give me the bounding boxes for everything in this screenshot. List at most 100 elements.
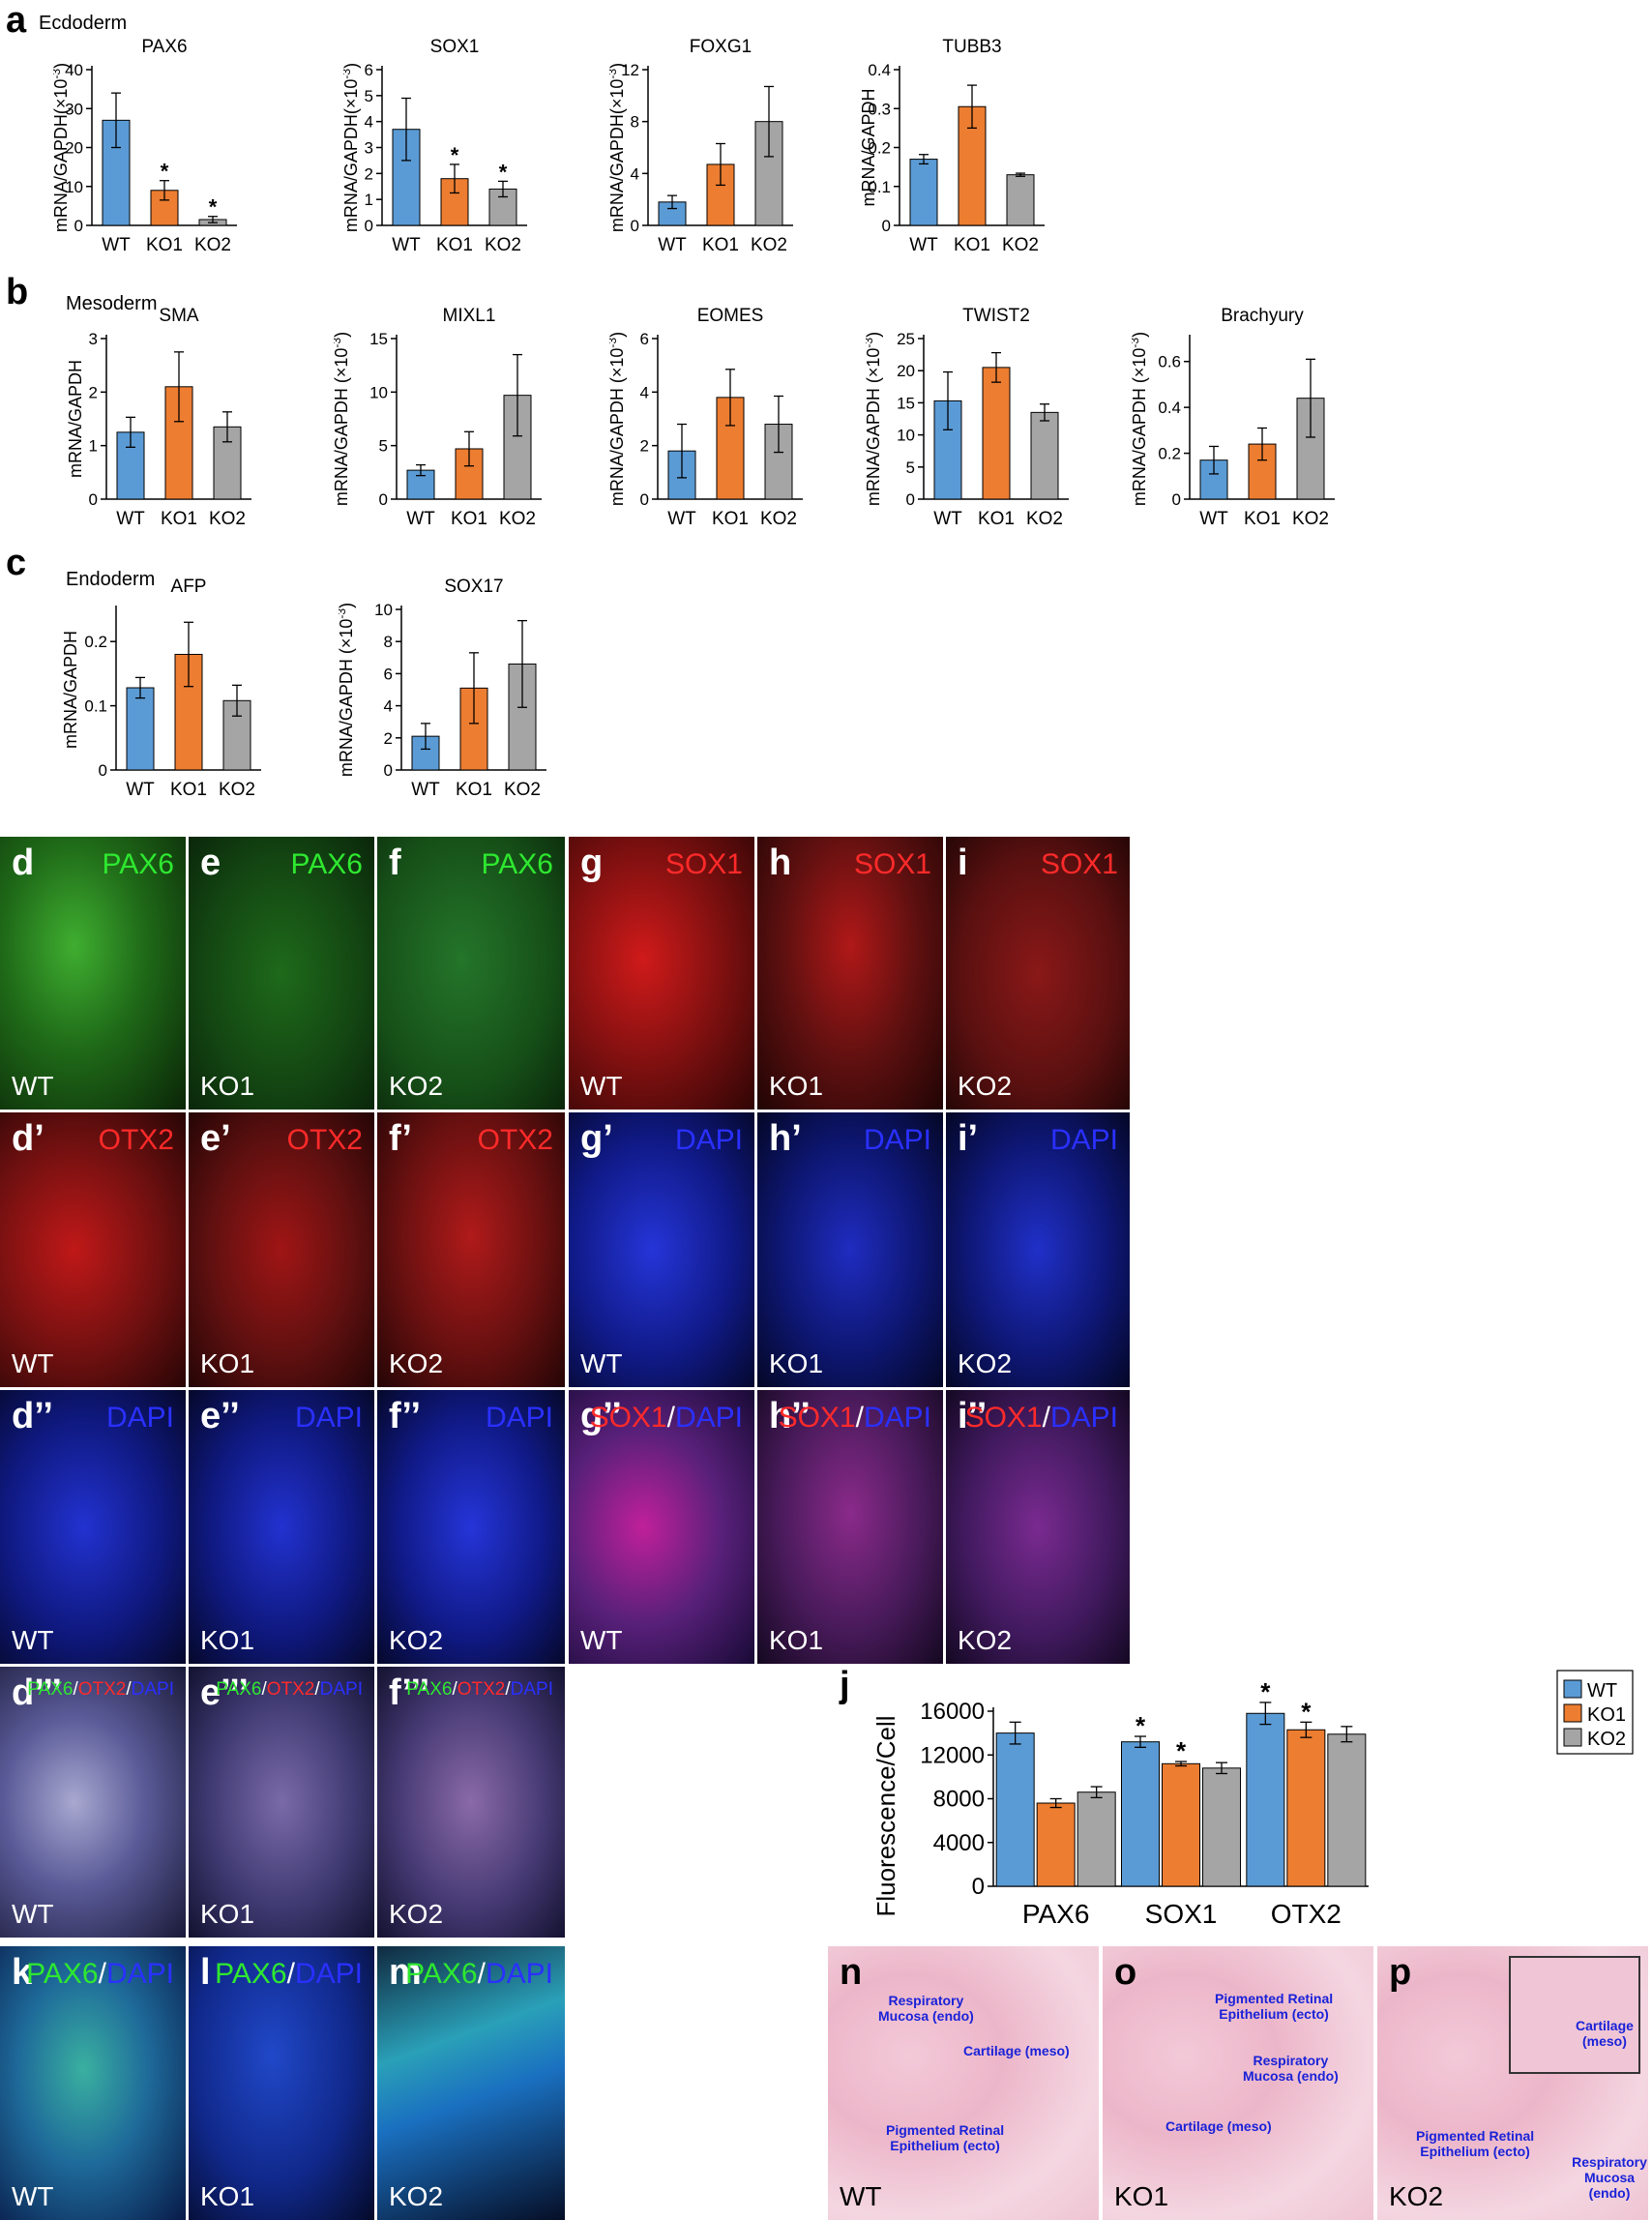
x-tick-label: WT: [658, 235, 687, 255]
panel-tag: g: [580, 843, 604, 883]
condition-label: WT: [12, 1899, 54, 1929]
panel-tag: d’’: [12, 1396, 53, 1436]
condition-label: KO2: [389, 2181, 444, 2211]
y-tick-label: 8: [631, 113, 639, 132]
panel-tag: i’’: [958, 1396, 988, 1436]
y-tick-label: 2: [640, 437, 649, 456]
panel-tag: e’: [200, 1118, 231, 1159]
y-tick-label: 0: [882, 217, 891, 235]
significance-mark: *: [499, 160, 508, 184]
tissue-annotation: Respiratory Mucosa (endo): [878, 1993, 974, 2025]
y-tick-label: 10: [65, 178, 83, 196]
y-tick-label: 0: [99, 761, 107, 780]
micrograph-panel-d2: d’’ DAPI WT: [0, 1390, 186, 1664]
stain-label: PAX6/OTX2/DAPI: [27, 1679, 174, 1700]
y-tick-label: 1: [89, 437, 98, 456]
micrograph-panel-k: k PAX6/DAPI WT: [0, 1946, 186, 2220]
chart-sox17: SOX17 mRNA/GAPDH (×10-3) 0 2 4 6 8 10 WT KO1 KO2: [339, 578, 546, 800]
panel-label-c: c: [6, 543, 27, 583]
y-tick-label: 4000: [933, 1830, 985, 1856]
y-tick-label: 0: [379, 490, 388, 509]
tissue-annotation: Pigmented Retinal Epithelium (ecto): [1416, 2128, 1535, 2160]
tissue-annotation: Pigmented Retinal Epithelium (ecto): [1215, 1991, 1334, 2023]
y-tick-label: 2: [384, 729, 393, 748]
chart-mixl1: MIXL1 mRNA/GAPDH (×10-3) 0 5 10 15 WT KO1 KO2: [334, 308, 542, 529]
bar: [1202, 1767, 1241, 1887]
y-tick-label: 4: [384, 697, 393, 716]
germ-layer-label-endoderm: Endoderm: [66, 569, 156, 590]
chart-title: TWIST2: [962, 308, 1030, 326]
panel-tag: f’’: [389, 1396, 422, 1436]
significance-mark: *: [1136, 1711, 1146, 1740]
micrograph-panel-g1: g’ DAPI WT: [569, 1112, 754, 1387]
bar: [126, 687, 155, 771]
micrograph-panel-m: m PAX6/DAPI KO2: [377, 1946, 565, 2220]
y-tick-label: 4: [365, 113, 373, 132]
condition-label: WT: [580, 1348, 623, 1378]
micrograph-panel-i: i SOX1 KO2: [946, 837, 1130, 1110]
condition-label: KO2: [958, 1625, 1013, 1655]
chart-title: SMA: [159, 308, 199, 326]
y-tick-label: 16000: [920, 1699, 985, 1725]
bar: [1077, 1791, 1116, 1887]
condition-label: KO2: [389, 1625, 444, 1655]
y-axis-label: mRNA/GAPDH: [68, 360, 85, 478]
significance-mark: *: [1301, 1697, 1312, 1726]
micrograph-panel-h2: h’’ SOX1/DAPI KO1: [757, 1390, 943, 1664]
bar: [1327, 1733, 1367, 1887]
chart-sox1: SOX1 mRNA/GAPDH(×10-3)0 1 2 3 4 5 6 WT * KO1 * KO2: [343, 39, 527, 255]
micrograph-panel-h1: h’ DAPI KO1: [757, 1112, 943, 1387]
x-tick-label: KO2: [504, 780, 541, 800]
condition-label: KO1: [200, 2181, 255, 2211]
y-tick-label: 15: [369, 330, 388, 348]
y-tick-label: 0.2: [1158, 445, 1181, 463]
chart-twist2: TWIST2 mRNA/GAPDH (×10-3) 0 5 10 15 20 25 WT KO1 K…: [866, 308, 1069, 529]
micrograph-panel-e2: e’’ DAPI KO1: [189, 1390, 374, 1664]
bar: [1246, 1712, 1285, 1887]
x-tick-label: KO1: [146, 235, 183, 255]
panel-tag: l: [200, 1952, 211, 1993]
y-tick-label: 15: [897, 394, 915, 412]
bar: [1121, 1741, 1160, 1887]
micrograph-panel-h: h SOX1 KO1: [757, 837, 943, 1110]
y-tick-label: 0: [89, 490, 98, 509]
significance-mark: *: [209, 195, 218, 220]
y-tick-label: 2: [365, 164, 373, 183]
legend-label: KO2: [1587, 1729, 1626, 1750]
y-axis-label: mRNA/GAPDH: [861, 88, 878, 206]
panel-tag: h’’: [769, 1396, 811, 1436]
panel-tag: h’: [769, 1118, 802, 1159]
y-tick-label: 12: [621, 61, 639, 79]
condition-label: KO1: [200, 1348, 255, 1378]
stain-label: SOX1: [1040, 848, 1118, 880]
inset-box: [1509, 1956, 1640, 2074]
condition-label: KO1: [769, 1625, 824, 1655]
y-tick-label: 1: [365, 191, 373, 209]
stain-label: PAX6: [481, 848, 554, 880]
significance-mark: *: [161, 160, 169, 184]
panel-tag: p: [1389, 1952, 1412, 1993]
stain-label: SOX1/DAPI: [964, 1402, 1118, 1434]
stain-label: PAX6/DAPI: [26, 1958, 174, 1990]
panel-tag: n: [840, 1952, 863, 1993]
micrograph-panel-l: l PAX6/DAPI KO1: [189, 1946, 374, 2220]
micrograph-panel-f3: f’’’ PAX6/OTX2/DAPI KO2: [377, 1667, 565, 1938]
x-tick-label: WT: [1199, 509, 1228, 529]
condition-label: KO1: [200, 1071, 255, 1101]
x-tick-label: KO2: [1002, 235, 1039, 255]
y-tick-label: 4: [631, 164, 639, 183]
chart-title: SOX1: [430, 39, 480, 57]
y-tick-label: 40: [65, 61, 83, 79]
chart-title: Brachyury: [1221, 308, 1304, 326]
micrograph-panel-g2: g’’ SOX1/DAPI WT: [569, 1390, 754, 1664]
stain-label: PAX6/DAPI: [405, 1958, 553, 1990]
x-tick-label: KO2: [485, 235, 521, 255]
chart-afp: AFP mRNA/GAPDH 0 0.1 0.2 WT KO1 KO2: [63, 578, 261, 800]
x-tick-label: WT: [116, 509, 145, 529]
germ-layer-label-ectoderm: Ecdoderm: [39, 13, 128, 34]
condition-label: KO2: [389, 1899, 444, 1929]
panel-tag: e’’: [200, 1396, 240, 1436]
legend-swatch: [1563, 1728, 1582, 1747]
tissue-annotation: Cartilage (meso): [963, 2043, 1070, 2058]
